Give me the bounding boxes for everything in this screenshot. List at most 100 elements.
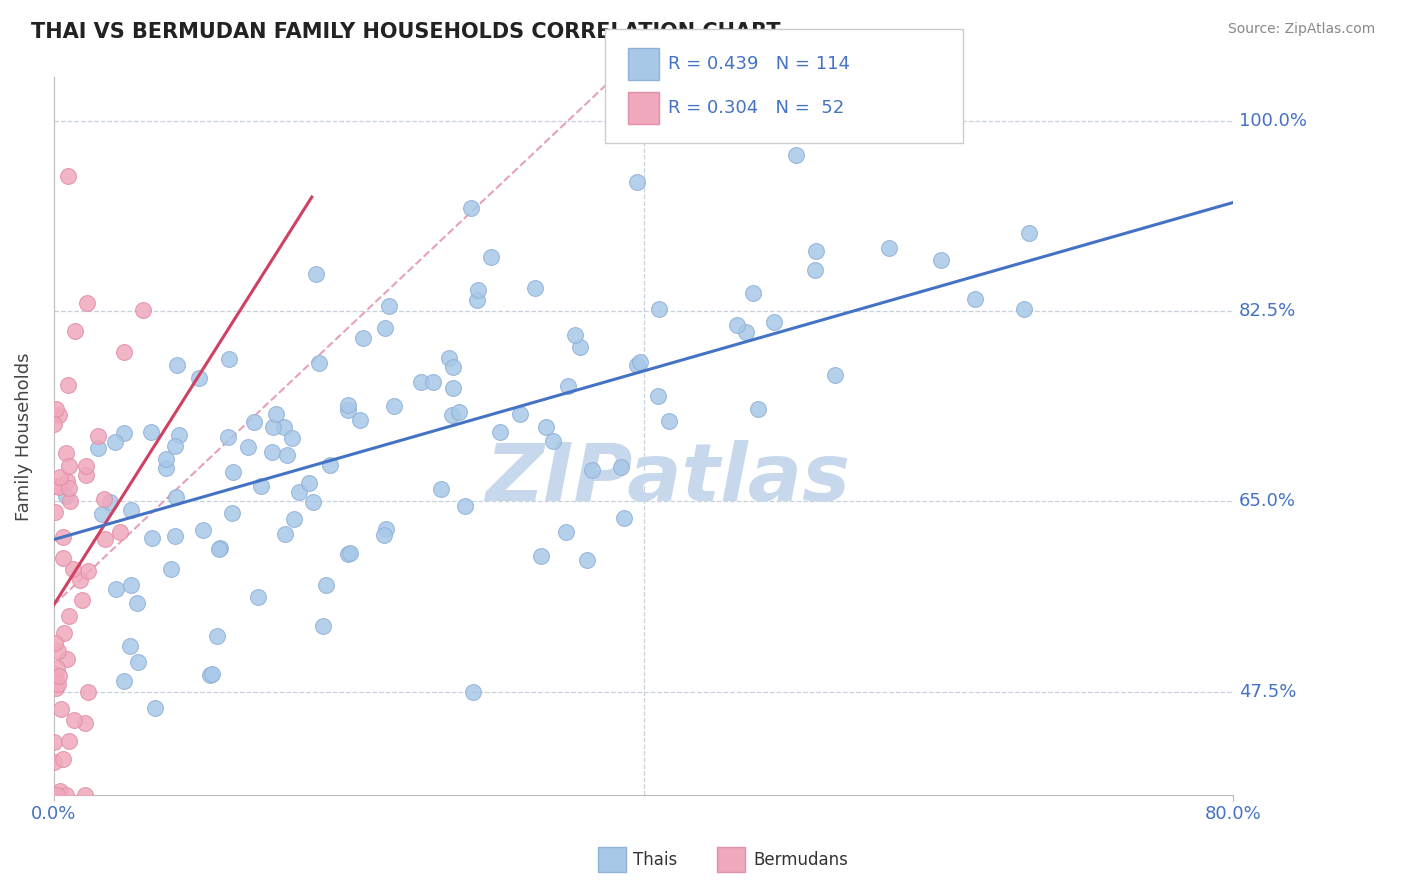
Point (274, 527, 297, 541)
Point (87, 441, 110, 455)
Point (804, 244, 827, 259)
Point (44, 666, 66, 681)
Point (45, 681, 67, 695)
Point (319, 458, 342, 473)
Point (281, 431, 304, 445)
Point (58, 734, 80, 748)
Point (447, 405, 470, 419)
Point (763, 315, 786, 329)
Point (193, 523, 215, 537)
Point (44, 505, 66, 519)
Point (441, 360, 464, 375)
Point (747, 401, 769, 416)
Point (53, 625, 76, 640)
Point (62, 713, 84, 727)
Point (308, 356, 330, 370)
Point (45, 661, 67, 675)
Point (165, 490, 187, 504)
Point (337, 398, 360, 412)
Point (104, 434, 127, 449)
Point (132, 302, 155, 317)
Point (613, 511, 636, 525)
Point (205, 629, 228, 643)
Point (70, 593, 93, 607)
Point (609, 459, 631, 474)
Text: Source: ZipAtlas.com: Source: ZipAtlas.com (1227, 22, 1375, 37)
Point (879, 241, 901, 255)
Point (56, 474, 79, 488)
Point (262, 419, 284, 434)
Text: ZIPatlas: ZIPatlas (485, 441, 849, 518)
Point (75, 716, 97, 731)
Point (42, 735, 65, 749)
Point (276, 449, 298, 463)
Point (76, 564, 98, 578)
Point (576, 553, 599, 567)
Point (648, 301, 671, 316)
Point (658, 414, 681, 428)
Point (198, 668, 221, 682)
Point (86, 429, 108, 443)
Point (100, 494, 122, 508)
Point (437, 351, 460, 365)
Text: 65.0%: 65.0% (1239, 492, 1296, 510)
Point (218, 352, 240, 367)
Point (46, 788, 69, 802)
Point (127, 655, 149, 669)
Point (249, 478, 271, 492)
Point (49, 783, 72, 797)
Point (145, 701, 167, 715)
Point (112, 674, 135, 689)
Point (581, 463, 603, 477)
Point (120, 577, 142, 591)
Point (112, 344, 135, 359)
Point (52, 752, 75, 766)
Point (208, 542, 231, 557)
Point (63, 324, 86, 338)
Point (523, 281, 546, 295)
Point (242, 415, 264, 429)
Point (44, 756, 66, 770)
Point (555, 524, 578, 539)
Point (49, 702, 72, 716)
Point (564, 327, 586, 342)
Point (58, 458, 80, 473)
Point (221, 465, 243, 479)
Point (287, 485, 309, 500)
Point (44, 636, 66, 650)
Point (45, 401, 67, 416)
Point (260, 445, 283, 459)
Point (734, 325, 756, 339)
Text: THAI VS BERMUDAN FAMILY HOUSEHOLDS CORRELATION CHART: THAI VS BERMUDAN FAMILY HOUSEHOLDS CORRE… (31, 22, 780, 42)
Point (52, 550, 75, 565)
Point (58, 481, 80, 495)
Point (409, 375, 432, 389)
Point (273, 420, 295, 434)
Point (247, 590, 270, 604)
Point (90, 507, 112, 521)
Point (141, 531, 163, 545)
Point (543, 434, 565, 448)
Point (741, 286, 763, 301)
Point (93, 491, 115, 506)
Point (824, 368, 846, 383)
Point (217, 430, 239, 444)
Point (1018, 227, 1040, 241)
Point (48, 669, 70, 683)
Point (283, 512, 305, 526)
Point (77, 685, 100, 699)
Point (120, 503, 142, 517)
Text: Thais: Thais (633, 851, 676, 869)
Point (48, 470, 70, 484)
Point (929, 252, 952, 267)
Point (440, 408, 463, 422)
Point (422, 376, 444, 390)
Point (48, 408, 70, 422)
Point (221, 506, 243, 520)
Point (374, 321, 396, 335)
Point (304, 267, 326, 281)
Point (93, 533, 115, 547)
Text: 100.0%: 100.0% (1239, 112, 1308, 130)
Point (626, 175, 648, 189)
Point (336, 403, 359, 417)
